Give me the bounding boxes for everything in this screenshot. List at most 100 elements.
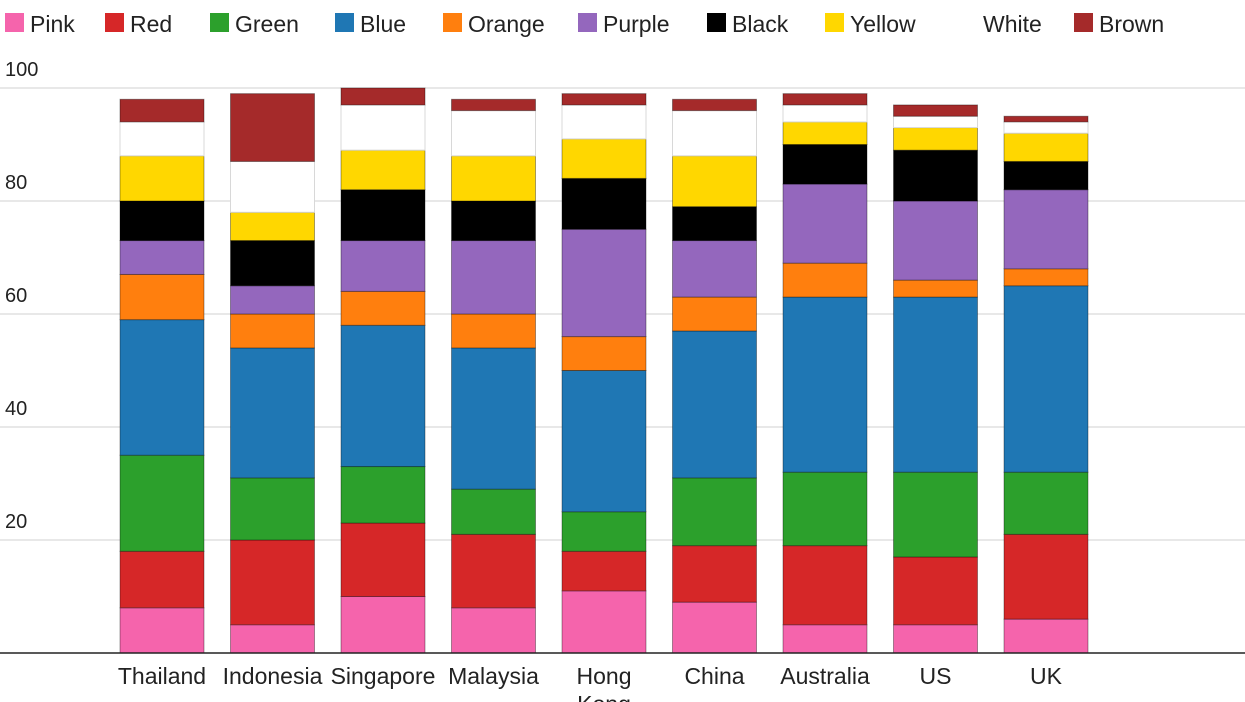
legend-swatch-blue <box>335 13 354 32</box>
legend-label-black: Black <box>732 11 789 37</box>
bar-segment-indonesia-white <box>230 160 315 213</box>
bar-segment-indonesia-orange <box>230 313 315 349</box>
bar-segment-australia-red <box>782 545 868 626</box>
bar-segment-us-white <box>893 115 978 129</box>
bar-segment-australia-orange <box>782 262 868 298</box>
bar-stacks <box>119 87 1089 654</box>
bar-segment-indonesia-black <box>230 240 315 287</box>
bar-segment-hong-kong-pink <box>561 590 647 654</box>
bar-segment-singapore-green <box>340 466 426 524</box>
legend-label-white: White <box>983 11 1042 37</box>
bar-segment-malaysia-green <box>451 488 536 535</box>
bar-segment-uk-purple <box>1003 189 1089 270</box>
bar-segment-singapore-red <box>340 522 426 597</box>
bar-segment-hong-kong-blue <box>561 370 647 513</box>
bar-segment-us-yellow <box>893 127 978 151</box>
bar-stack-thailand <box>119 98 205 654</box>
x-label-us: US <box>920 663 952 689</box>
bar-segment-thailand-orange <box>119 273 205 321</box>
bar-segment-malaysia-yellow <box>451 155 536 202</box>
bar-segment-china-red <box>672 545 757 603</box>
bar-segment-singapore-yellow <box>340 149 426 191</box>
bar-segment-thailand-pink <box>119 607 205 654</box>
bar-segment-malaysia-purple <box>451 240 536 315</box>
bar-segment-us-purple <box>893 200 978 281</box>
bar-segment-hong-kong-green <box>561 511 647 552</box>
bar-segment-china-blue <box>672 330 757 479</box>
legend-swatch-red <box>105 13 124 32</box>
bar-segment-thailand-yellow <box>119 155 205 202</box>
y-tick-label-80: 80 <box>5 172 27 194</box>
bar-segment-us-green <box>893 471 978 558</box>
legend-swatch-purple <box>578 13 597 32</box>
legend-swatch-brown <box>1074 13 1093 32</box>
bar-segment-australia-black <box>782 144 868 185</box>
y-tick-label-40: 40 <box>5 398 27 420</box>
legend-swatch-pink <box>5 13 24 32</box>
x-label-uk: UK <box>1030 663 1063 689</box>
bar-segment-indonesia-purple <box>230 285 315 315</box>
bar-segment-uk-brown <box>1003 115 1089 123</box>
bar-stack-china <box>672 98 757 654</box>
chart-legend: Pink Red Green Blue Orange Purple Black Yellow W… <box>5 11 1164 37</box>
bar-segment-indonesia-yellow <box>230 211 315 242</box>
bar-segment-uk-blue <box>1003 285 1089 473</box>
bar-segment-singapore-pink <box>340 596 426 654</box>
legend-label-purple: Purple <box>603 11 669 37</box>
legend-swatch-orange <box>443 13 462 32</box>
y-tick-label-20: 20 <box>5 511 27 533</box>
bar-segment-malaysia-white <box>451 110 536 157</box>
bar-segment-malaysia-orange <box>451 313 536 349</box>
bar-segment-thailand-brown <box>119 98 205 123</box>
bar-stack-us <box>893 104 978 654</box>
legend-label-brown: Brown <box>1099 11 1164 37</box>
bar-segment-singapore-blue <box>340 324 426 468</box>
bar-segment-china-brown <box>672 98 757 112</box>
bar-segment-hong-kong-purple <box>561 228 647 338</box>
bar-segment-china-purple <box>672 240 757 298</box>
legend-label-red: Red <box>130 11 172 37</box>
bar-stack-malaysia <box>451 98 536 654</box>
bar-segment-thailand-white <box>119 121 205 157</box>
bar-segment-malaysia-pink <box>451 607 536 654</box>
legend-label-blue: Blue <box>360 11 406 37</box>
bar-segment-malaysia-red <box>451 533 536 609</box>
x-label-china: China <box>684 663 744 689</box>
x-label-indonesia: Indonesia <box>223 663 323 689</box>
bar-segment-us-blue <box>893 296 978 473</box>
bar-segment-singapore-brown <box>340 87 426 106</box>
bar-segment-australia-blue <box>782 296 868 473</box>
bar-segment-thailand-purple <box>119 240 205 275</box>
bar-segment-us-red <box>893 556 978 626</box>
x-axis-labels: Thailand Indonesia Singapore Malaysia HongKo… <box>118 663 1063 702</box>
bar-segment-indonesia-pink <box>230 624 315 654</box>
bar-segment-australia-green <box>782 471 868 547</box>
bar-segment-hong-kong-brown <box>561 93 647 106</box>
bar-stack-indonesia <box>230 93 315 654</box>
bar-segment-singapore-purple <box>340 240 426 292</box>
bar-segment-uk-pink <box>1003 618 1089 654</box>
bar-stack-hong-kong <box>561 93 647 654</box>
bar-segment-malaysia-black <box>451 200 536 242</box>
bar-segment-hong-kong-white <box>561 104 647 140</box>
bar-segment-us-brown <box>893 104 978 117</box>
bar-segment-china-green <box>672 477 757 547</box>
bar-stack-singapore <box>340 87 426 654</box>
x-label-singapore: Singapore <box>331 663 436 689</box>
bar-segment-australia-yellow <box>782 121 868 146</box>
legend-swatch-yellow <box>825 13 844 32</box>
y-tick-label-60: 60 <box>5 285 27 307</box>
bar-segment-china-pink <box>672 601 757 654</box>
bar-segment-china-white <box>672 110 757 157</box>
legend-label-pink: Pink <box>30 11 75 37</box>
bar-segment-china-yellow <box>672 155 757 208</box>
x-label-hong-kong: HongKong <box>577 663 632 702</box>
legend-label-yellow: Yellow <box>850 11 916 37</box>
bar-segment-australia-purple <box>782 183 868 264</box>
bar-segment-singapore-black <box>340 189 426 242</box>
bar-stack-australia <box>782 93 868 654</box>
bar-segment-thailand-green <box>119 454 205 552</box>
bar-segment-singapore-white <box>340 104 426 151</box>
bar-segment-malaysia-brown <box>451 98 536 112</box>
bar-segment-thailand-red <box>119 550 205 609</box>
